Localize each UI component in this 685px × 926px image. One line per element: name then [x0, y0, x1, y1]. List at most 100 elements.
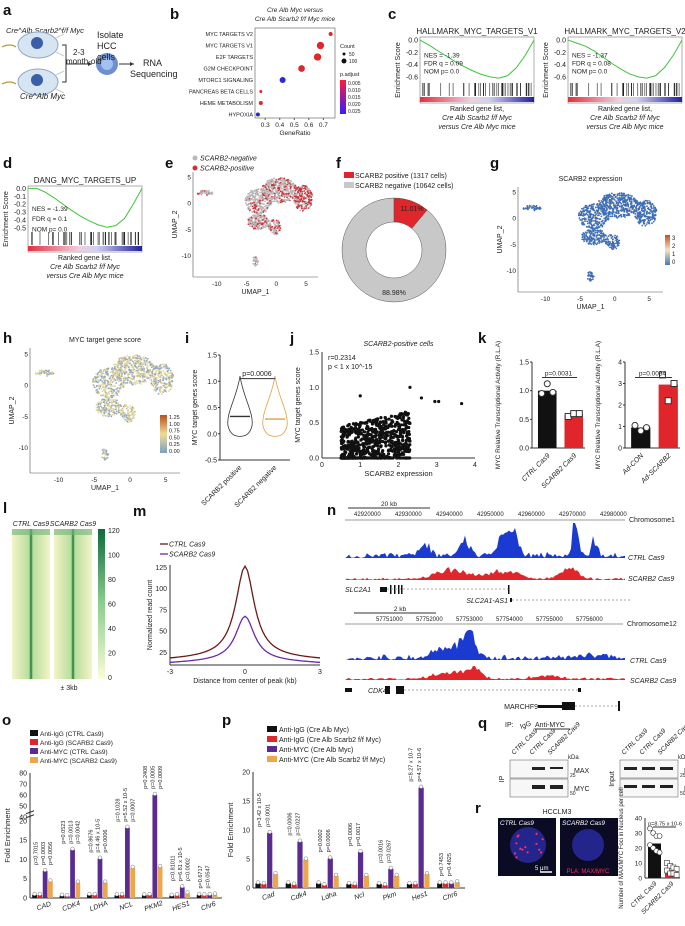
cell-point [584, 231, 587, 234]
cell-point [601, 219, 604, 222]
cell-point [620, 206, 623, 209]
cell-point [155, 386, 158, 388]
cell-point [282, 192, 285, 195]
cell-point [271, 190, 274, 193]
cell-point [157, 370, 160, 372]
cell-point [304, 204, 307, 206]
cell-point [258, 196, 261, 199]
cell-point [255, 221, 258, 223]
cell-point [594, 214, 597, 217]
cell-point [248, 197, 251, 200]
cell-point [255, 258, 258, 261]
bar [48, 881, 53, 898]
cell-point [252, 259, 255, 262]
cell-point [130, 410, 133, 413]
data-point [65, 893, 70, 898]
cell-point [592, 216, 594, 219]
category-label: HEME METABOLISM [200, 101, 253, 107]
cell-point [586, 237, 589, 240]
cell-point [257, 194, 260, 197]
data-point [371, 445, 375, 449]
cell-point [641, 207, 644, 210]
p-value-label: p=5.52 x 10-5 [123, 788, 129, 822]
cell-point [143, 367, 145, 370]
cell-point [106, 454, 109, 457]
cell-point [633, 209, 636, 211]
cell-point [620, 215, 623, 218]
cell-point [603, 222, 606, 224]
data-point [374, 427, 378, 431]
cell-point [127, 416, 130, 418]
cell-point [169, 384, 171, 386]
y-tick-label: -0.2 [554, 50, 566, 57]
colorbar-label: 0 [108, 675, 112, 682]
cell-point [129, 404, 132, 407]
cell-point [535, 204, 538, 207]
y-tick-label: 1 [618, 424, 622, 431]
cell-point [273, 186, 276, 189]
chart-title: SCARB2 expression [559, 176, 623, 183]
x-tick-label: 0 [128, 477, 132, 484]
cell-point [115, 410, 118, 413]
cell-point [274, 195, 277, 198]
cell-point [654, 211, 657, 214]
panel-l: CTRL Cas9 SCARB2 Cas9 120 100 80 60 40 20 0 ± 3kb [0, 515, 130, 692]
column-label: CTRL Cas9 [13, 521, 50, 528]
cell-point [608, 207, 611, 210]
cell-point [610, 206, 613, 208]
cell-point [287, 190, 289, 193]
cell-point [150, 382, 153, 385]
cell-point [598, 209, 601, 212]
coordinate-label: 57756000 [576, 617, 603, 623]
cell-point [139, 368, 141, 370]
cell-point [110, 405, 112, 408]
cell-point [92, 380, 94, 383]
p-value-label: p=0.0003 [41, 842, 47, 865]
x-axis-label: Cre Alb Scarb2 f/f Myc [442, 115, 512, 122]
cell-point [125, 418, 128, 421]
cell-point [128, 411, 131, 414]
x-tick-label: -10 [54, 477, 64, 484]
cell-point [588, 271, 591, 273]
cell-point [292, 194, 295, 196]
cell-point [97, 385, 100, 388]
cell-point [100, 372, 103, 375]
cell-point [604, 199, 607, 202]
cell-point [96, 404, 98, 407]
x-axis-label: ± 3kb [60, 685, 77, 692]
cell-point [123, 363, 126, 366]
cell-point [128, 359, 131, 361]
cell-point [291, 183, 294, 185]
y-tick-label: 1.0 [309, 385, 319, 392]
cell-point [274, 181, 277, 183]
cell-point [43, 371, 46, 373]
cell-point [139, 362, 142, 365]
cell-point [102, 370, 105, 372]
cell-point [622, 207, 624, 210]
cell-point [267, 187, 270, 190]
data-point [393, 433, 397, 437]
cell-point [264, 193, 267, 195]
data-point [395, 453, 399, 458]
legend-title: Count [340, 44, 355, 50]
cell-point [110, 388, 113, 390]
cell-point [160, 393, 163, 395]
cell-point [648, 202, 651, 205]
cell-point [122, 385, 125, 388]
cell-point [281, 200, 284, 203]
cell-point [131, 369, 134, 371]
coverage-track [345, 567, 625, 580]
panel-label-n: n [327, 502, 337, 519]
y-tick-label: 0 [24, 383, 28, 390]
data-point [340, 447, 344, 451]
cell-point [95, 406, 98, 409]
cell-point [598, 226, 601, 229]
chart-title: SCARB2-positive cells [363, 341, 434, 348]
cell-point [110, 379, 112, 382]
cell-point [647, 203, 650, 206]
data-point [391, 435, 395, 440]
cell-point [258, 216, 261, 219]
y-tick-label: -5 [510, 242, 516, 249]
cell-point [170, 371, 173, 374]
cell-point [601, 239, 603, 242]
